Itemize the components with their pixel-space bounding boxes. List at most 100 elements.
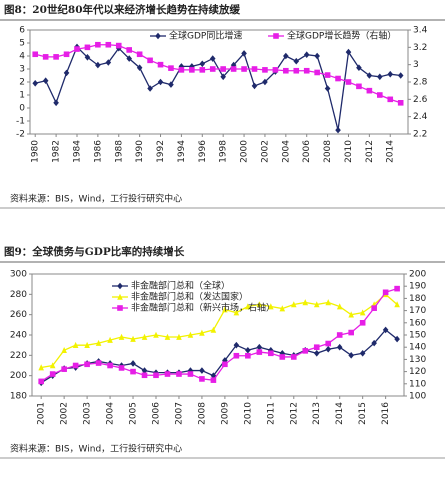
legend-marker <box>117 282 123 290</box>
y-tick-label: 280 <box>10 290 27 300</box>
data-point <box>118 365 125 371</box>
x-tick-label: 1994 <box>177 140 187 163</box>
x-tick-label: 2001 <box>37 402 47 425</box>
data-point <box>356 64 362 71</box>
data-point <box>245 346 251 354</box>
y-tick-label: 2 <box>19 78 25 88</box>
data-point <box>61 366 67 372</box>
data-point <box>336 332 343 338</box>
data-point <box>63 69 70 77</box>
data-point <box>107 336 113 343</box>
data-point <box>49 362 56 369</box>
data-point <box>283 67 289 74</box>
data-point <box>95 41 101 48</box>
data-point <box>335 75 341 82</box>
data-point <box>366 72 373 79</box>
x-tick-label: 2011 <box>266 402 276 425</box>
x-tick-label: 2005 <box>129 402 139 425</box>
y2-tick-label: 2.8 <box>413 78 428 88</box>
data-point <box>377 73 383 81</box>
data-point <box>335 126 341 134</box>
x-tick-label: 2004 <box>281 140 291 163</box>
data-point <box>141 367 148 374</box>
data-point <box>314 69 320 76</box>
y2-tick-label: 200 <box>409 270 426 280</box>
source-note: 资料来源：BIS，Wind，工行投行研究中心 <box>10 443 182 455</box>
data-point <box>126 55 132 62</box>
data-point <box>256 349 263 355</box>
data-point <box>268 350 274 357</box>
data-point <box>84 54 91 61</box>
data-point <box>147 57 153 64</box>
x-tick-label: 2000 <box>240 140 250 163</box>
data-point <box>115 42 122 49</box>
data-point <box>366 87 373 94</box>
y-tick-label: 4 <box>19 52 25 62</box>
data-point <box>187 371 194 377</box>
data-point <box>262 67 268 73</box>
y-tick-label: 6 <box>19 26 25 36</box>
data-point <box>302 299 309 306</box>
data-point <box>168 65 174 71</box>
data-point <box>293 67 300 74</box>
data-point <box>209 66 216 72</box>
data-point <box>38 364 44 371</box>
x-tick-label: 2008 <box>197 402 207 425</box>
data-point <box>210 326 217 333</box>
y-tick-label: 1 <box>19 91 25 101</box>
data-point <box>348 329 354 336</box>
data-point <box>313 301 320 308</box>
data-point <box>61 346 67 354</box>
data-point <box>84 361 90 368</box>
x-tick-label: 2012 <box>289 402 299 425</box>
data-point <box>230 66 237 72</box>
source-note: 资料来源：BIS，Wind，工行投行研究中心 <box>10 193 182 205</box>
chart-title: 图9：全球债务与GDP比率的持续增长 <box>4 245 185 258</box>
data-point <box>241 66 247 72</box>
x-tick-label: 2004 <box>106 402 116 425</box>
data-point <box>272 67 279 73</box>
y2-tick-label: 3 <box>413 60 419 70</box>
y-tick-label: 200 <box>10 371 27 381</box>
data-point <box>53 54 59 60</box>
data-point <box>233 352 240 359</box>
data-point <box>42 54 49 60</box>
data-point <box>199 376 205 382</box>
x-tick-label: 2012 <box>365 140 375 163</box>
data-point <box>256 301 263 308</box>
data-point <box>210 372 217 379</box>
data-point <box>314 52 320 60</box>
data-point <box>279 350 286 357</box>
data-point <box>397 72 404 79</box>
y2-tick-label: 3.4 <box>413 26 428 36</box>
x-tick-label: 1998 <box>219 140 229 163</box>
legend-label: 非金融部门总和（发达国家） <box>131 291 248 303</box>
data-point <box>105 41 112 48</box>
legend-label: 全球GDP同比增速 <box>169 30 242 42</box>
data-point <box>290 301 297 308</box>
y2-tick-label: 150 <box>409 331 426 341</box>
data-point <box>176 333 182 340</box>
data-point <box>251 66 258 72</box>
series-line <box>41 293 398 369</box>
data-point <box>220 73 226 81</box>
y-tick-label: -2 <box>16 130 25 140</box>
data-point <box>348 311 354 318</box>
data-point <box>394 285 400 292</box>
x-tick-label: 2010 <box>344 140 354 163</box>
x-tick-label: 1996 <box>198 140 208 163</box>
data-point <box>394 335 400 343</box>
data-point <box>262 78 268 86</box>
data-point <box>382 326 389 334</box>
data-point <box>74 46 80 52</box>
y-tick-label: 180 <box>10 392 27 402</box>
x-tick-label: 2007 <box>174 402 184 425</box>
y2-tick-label: 110 <box>409 379 426 389</box>
data-point <box>157 78 164 86</box>
data-point <box>63 51 70 58</box>
data-point <box>209 55 216 62</box>
x-tick-label: 1988 <box>114 140 124 163</box>
data-point <box>251 82 258 90</box>
data-point <box>153 372 159 379</box>
data-point <box>136 64 143 71</box>
